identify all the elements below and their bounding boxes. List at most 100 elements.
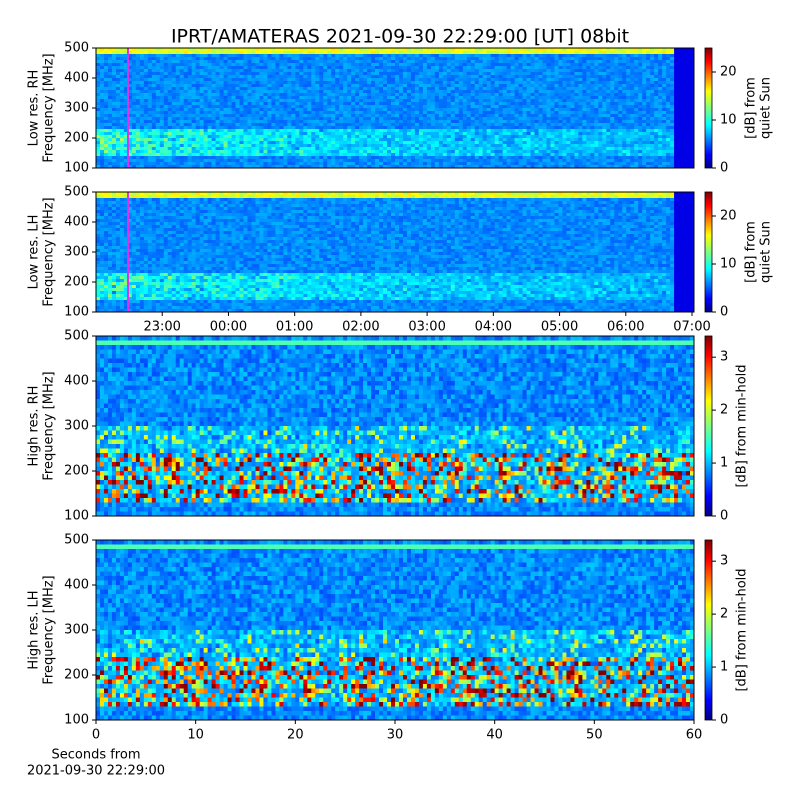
spectrogram-cell [494, 90, 500, 94]
spectrogram-cell [119, 93, 125, 97]
spectrogram-cell [96, 72, 101, 76]
spectrogram-cell [199, 147, 205, 151]
spectrogram-cell [662, 135, 667, 139]
spectrogram-cell [387, 51, 392, 55]
spectrogram-cell [510, 78, 515, 82]
spectrogram-cell [291, 81, 296, 85]
spectrogram-cell [171, 48, 177, 52]
spectrogram-cell [590, 69, 595, 73]
spectrogram-cell [179, 117, 185, 121]
spectrogram-cell [259, 138, 264, 142]
spectrogram-cell [96, 51, 101, 55]
spectrogram-cell [662, 120, 667, 124]
spectrogram-cell [690, 90, 695, 94]
spectrogram-cell [610, 87, 615, 91]
spectrogram-cell [327, 72, 332, 76]
spectrogram-cell [163, 99, 169, 103]
spectrogram-cell [203, 66, 209, 70]
spectrogram-cell [594, 87, 599, 91]
spectrogram-cell [402, 111, 408, 115]
spectrogram-cell [578, 60, 583, 64]
spectrogram-cell [658, 48, 663, 52]
spectrogram-cell [426, 48, 432, 52]
spectrogram-cell [594, 111, 599, 115]
spectrogram-cell [402, 81, 408, 85]
spectrogram-cell [203, 114, 209, 118]
spectrogram-cell [670, 111, 675, 115]
spectrogram-cell [534, 135, 539, 139]
spectrogram-cell [542, 117, 547, 121]
spectrogram-cell [650, 108, 655, 112]
spectrogram-cell [123, 81, 129, 85]
spectrogram-cell [135, 138, 141, 142]
spectrogram-cell [391, 63, 396, 67]
spectrogram-cell [450, 75, 456, 79]
spectrogram-cell [646, 72, 651, 76]
spectrogram-cell [351, 48, 356, 52]
spectrogram-cell [275, 93, 280, 97]
spectrogram-cell [319, 135, 324, 139]
spectrogram-cell [155, 69, 161, 73]
spectrogram-cell [231, 111, 236, 115]
spectrogram-cell [550, 87, 555, 91]
spectrogram-cell [215, 114, 220, 118]
spectrogram-cell [466, 87, 472, 91]
spectrogram-cell [271, 69, 276, 73]
spectrogram-cell [151, 81, 157, 85]
spectrogram-cell [570, 90, 575, 94]
spectrogram-cell [598, 90, 603, 94]
spectrogram-cell [398, 144, 404, 148]
spectrogram-cell [323, 57, 328, 61]
spectrogram-cell [630, 105, 635, 109]
spectrogram-cell [199, 63, 205, 67]
spectrogram-cell [367, 48, 372, 52]
spectrogram-cell [418, 75, 424, 79]
spectrogram-cell [363, 123, 368, 127]
spectrogram-cell [303, 60, 308, 64]
spectrogram-cell [494, 96, 500, 100]
spectrogram-cell [562, 120, 567, 124]
spectrogram-cell [634, 60, 639, 64]
spectrogram-cell [231, 93, 236, 97]
spectrogram-cell [123, 60, 129, 64]
spectrogram-cell [175, 81, 181, 85]
spectrogram-cell [494, 135, 500, 139]
spectrogram-cell [646, 108, 651, 112]
spectrogram-cell [546, 138, 551, 142]
spectrogram-cell [267, 132, 272, 136]
spectrogram-cell [211, 60, 216, 64]
spectrogram-cell [339, 78, 344, 82]
spectrogram-cell [522, 81, 527, 85]
spectrogram-cell [387, 120, 392, 124]
spectrogram-cell [602, 111, 607, 115]
spectrogram-cell [219, 66, 224, 70]
spectrogram-cell [223, 69, 228, 73]
spectrogram-cell [151, 138, 157, 142]
spectrogram-cell [99, 102, 105, 106]
spectrogram-cell [375, 69, 380, 73]
spectrogram-cell [550, 102, 555, 106]
spectrogram-cell [458, 84, 464, 88]
spectrogram-cell [227, 141, 232, 145]
spectrogram-cell [131, 60, 137, 64]
spectrogram-cell [602, 78, 607, 82]
spectrogram-cell [123, 144, 129, 148]
spectrogram-cell [195, 117, 201, 121]
spectrogram-cell [339, 57, 344, 61]
spectrogram-cell [590, 108, 595, 112]
spectrogram-cell [219, 99, 224, 103]
spectrogram-cell [490, 75, 496, 79]
spectrogram-cell [311, 99, 316, 103]
spectrogram-cell [355, 72, 360, 76]
spectrogram-cell [315, 60, 320, 64]
spectrogram-cell [402, 90, 408, 94]
spectrogram-cell [638, 96, 643, 100]
spectrogram-cell [654, 63, 659, 67]
spectrogram-cell [359, 105, 364, 109]
spectrogram-cell [383, 60, 388, 64]
spectrogram-cell [155, 87, 161, 91]
spectrogram-cell [127, 138, 133, 142]
spectrogram-cell [111, 108, 117, 112]
spectrogram-cell [658, 60, 663, 64]
spectrogram-cell [231, 123, 236, 127]
